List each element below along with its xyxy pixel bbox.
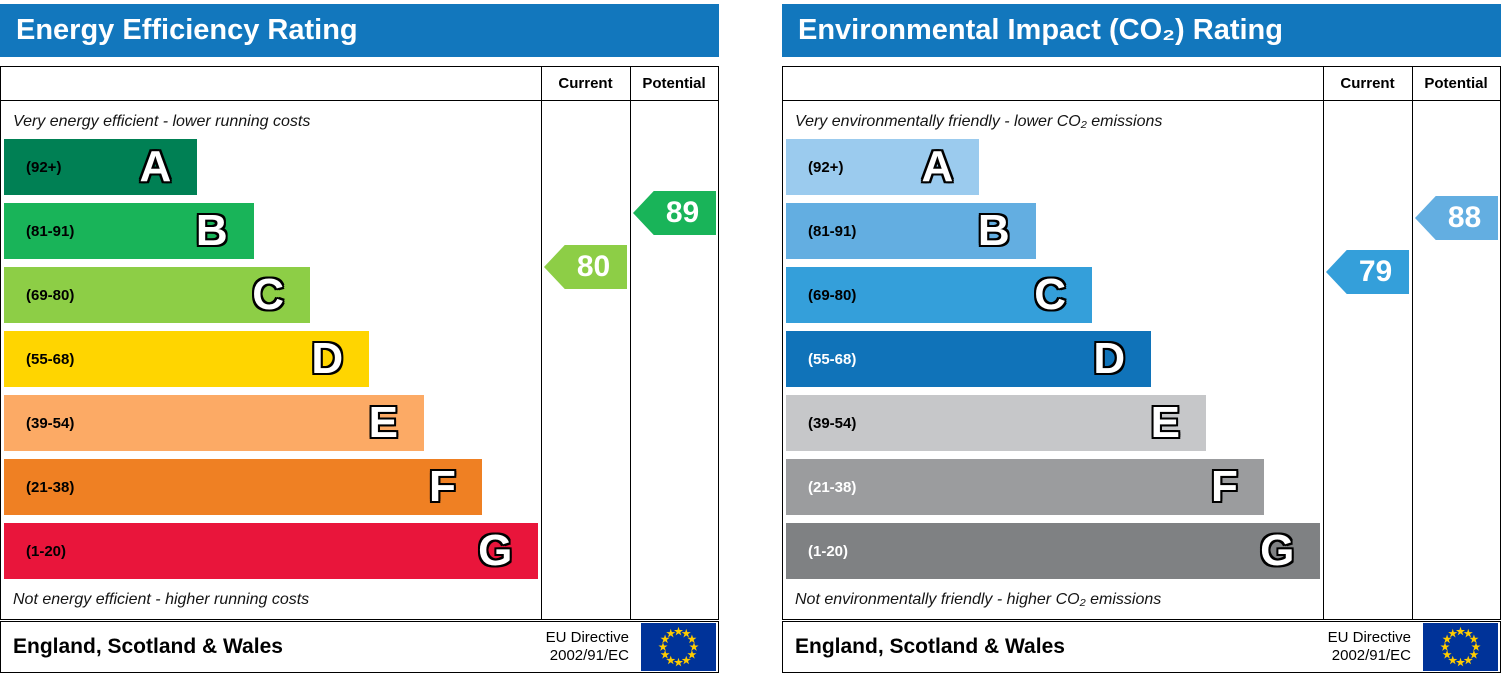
region-label: England, Scotland & Wales: [795, 635, 1065, 658]
environmental-impact-title: Environmental Impact (CO₂) Rating: [798, 14, 1283, 46]
band-letter: A: [921, 142, 954, 191]
current-column-divider: [541, 67, 542, 619]
potential-rating-arrow: 89: [633, 191, 716, 235]
band-b: (81-91) B: [786, 203, 1036, 259]
band-letter: G: [1260, 526, 1295, 575]
band-range-label: (39-54): [808, 414, 857, 432]
band-e: (39-54) E: [4, 395, 424, 451]
current-rating-arrow: 80: [544, 245, 627, 289]
potential-column-divider: [630, 67, 631, 619]
current-column-header: Current: [558, 75, 613, 92]
region-label: England, Scotland & Wales: [13, 635, 283, 658]
chart-footer: England, Scotland & Wales EU Directive 2…: [782, 621, 1501, 673]
energy-efficiency-title-bar: Energy Efficiency Rating: [0, 4, 719, 57]
energy-efficiency-rating-table: Current Potential Very energy efficient …: [0, 66, 719, 620]
environmental-impact-title-bar: Environmental Impact (CO₂) Rating: [782, 4, 1501, 57]
band-d: (55-68) D: [786, 331, 1152, 387]
eu-directive-line1: EU Directive: [1327, 629, 1411, 646]
current-rating-arrow: 79: [1326, 250, 1409, 294]
current-column-divider: [1323, 67, 1324, 619]
band-letter: B: [977, 206, 1010, 255]
band-letter: D: [311, 334, 344, 383]
top-caption: Very energy efficient - lower running co…: [13, 113, 311, 130]
band-letter: D: [1093, 334, 1126, 383]
band-a: (92+) A: [786, 139, 980, 195]
band-range-label: (1-20): [26, 542, 67, 560]
band-letter: E: [368, 398, 398, 447]
potential-column-divider: [1412, 67, 1413, 619]
environmental-impact-chart: Environmental Impact (CO₂) Rating Curren…: [782, 4, 1501, 673]
band-range-label: (92+): [26, 158, 62, 176]
band-letter: F: [429, 462, 456, 511]
potential-rating-arrow: 88: [1415, 196, 1498, 240]
band-range-label: (92+): [808, 158, 844, 176]
potential-column-header: Potential: [642, 75, 706, 92]
eu-directive-line1: EU Directive: [545, 629, 629, 646]
top-caption: Very environmentally friendly - lower CO…: [795, 113, 1163, 130]
chart-footer: England, Scotland & Wales EU Directive 2…: [0, 621, 719, 673]
band-g: (1-20) G: [4, 523, 539, 579]
energy-efficiency-title: Energy Efficiency Rating: [16, 14, 358, 46]
band-letter: E: [1150, 398, 1180, 447]
rating-bands: (92+) A (81-91) B (69-80) C (55-68) D (39-54) E (2…: [4, 139, 541, 587]
band-range-label: (81-91): [808, 222, 857, 240]
band-range-label: (1-20): [808, 542, 849, 560]
bottom-caption: Not environmentally friendly - higher CO…: [795, 591, 1162, 608]
band-c: (69-80) C: [786, 267, 1093, 323]
eu-flag-icon: [641, 623, 716, 671]
band-f: (21-38) F: [786, 459, 1264, 515]
band-letter: A: [139, 142, 172, 191]
band-f: (21-38) F: [4, 459, 482, 515]
band-g: (1-20) G: [786, 523, 1321, 579]
band-range-label: (81-91): [26, 222, 75, 240]
band-letter: B: [195, 206, 228, 255]
bottom-caption: Not energy efficient - higher running co…: [13, 591, 310, 608]
energy-efficiency-chart: Energy Efficiency Rating Current Potenti…: [0, 4, 719, 673]
band-b: (81-91) B: [4, 203, 254, 259]
eu-directive-label: EU Directive 2002/91/EC: [1328, 629, 1411, 665]
potential-column-header: Potential: [1424, 75, 1488, 92]
band-letter: C: [1034, 270, 1067, 319]
band-range-label: (39-54): [26, 414, 75, 432]
band-c: (69-80) C: [4, 267, 311, 323]
eu-directive-label: EU Directive 2002/91/EC: [546, 629, 629, 665]
band-range-label: (69-80): [26, 286, 75, 304]
table-header-row: Current Potential: [783, 67, 1500, 101]
band-range-label: (21-38): [808, 478, 857, 496]
band-range-label: (55-68): [26, 350, 75, 368]
band-d: (55-68) D: [4, 331, 370, 387]
eu-directive-line2: 2002/91/EC: [549, 647, 629, 664]
band-e: (39-54) E: [786, 395, 1206, 451]
band-letter: C: [252, 270, 285, 319]
band-range-label: (55-68): [808, 350, 857, 368]
eu-directive-line2: 2002/91/EC: [1331, 647, 1411, 664]
band-range-label: (69-80): [808, 286, 857, 304]
environmental-impact-rating-table: Current Potential Very environmentally f…: [782, 66, 1501, 620]
band-letter: F: [1211, 462, 1238, 511]
current-column-header: Current: [1340, 75, 1395, 92]
table-header-row: Current Potential: [1, 67, 718, 101]
rating-bands: (92+) A (81-91) B (69-80) C (55-68) D (39-54) E (2…: [786, 139, 1323, 587]
eu-flag-icon: [1423, 623, 1498, 671]
band-range-label: (21-38): [26, 478, 75, 496]
band-a: (92+) A: [4, 139, 198, 195]
band-letter: G: [478, 526, 513, 575]
